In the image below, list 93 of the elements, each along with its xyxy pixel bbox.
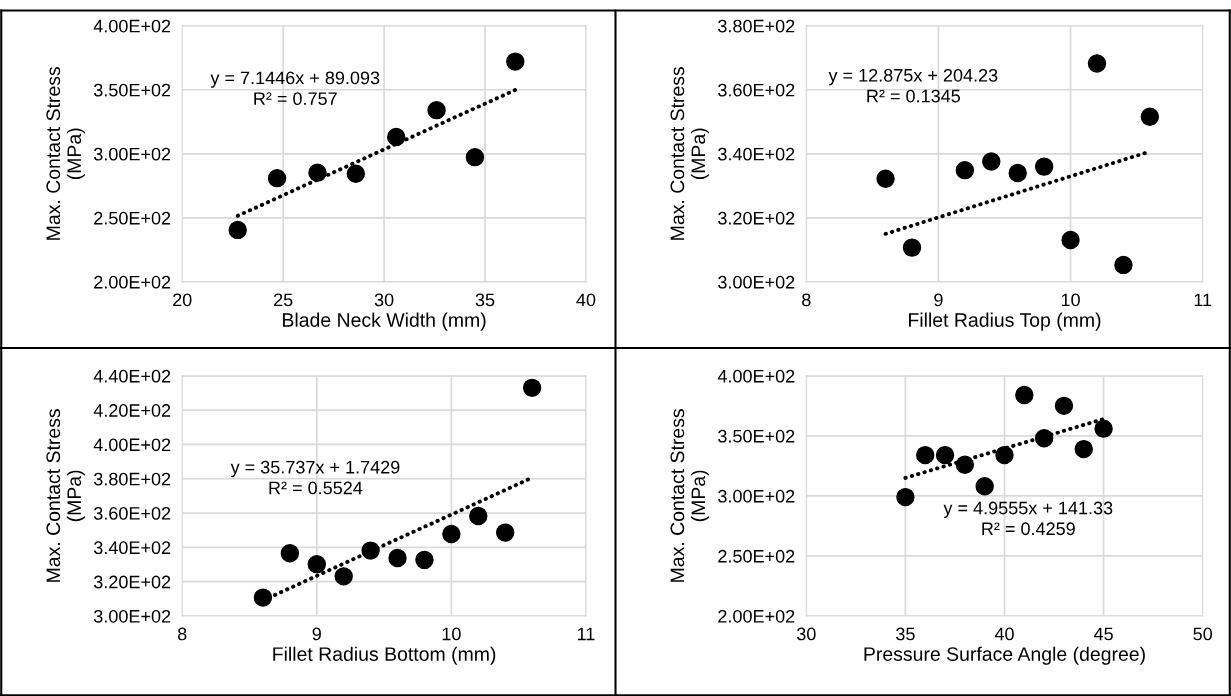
y-tick-label: 4.20E+02 — [93, 404, 171, 417]
x-axis-title: Fillet Radius Bottom (mm) — [273, 646, 496, 665]
point — [1008, 163, 1027, 183]
y-tick-label: 2.00E+02 — [94, 275, 171, 289]
y-tick-label: 4.40E+02 — [93, 369, 171, 383]
point — [876, 169, 895, 188]
x-tick-label: 11 — [1194, 293, 1212, 307]
y-tick-label: 4.00E+02 — [93, 438, 171, 452]
point — [995, 445, 1014, 465]
y-axis-title: Max. Contact Stress (MPa) — [46, 409, 85, 582]
x-tick-label: 35 — [475, 293, 495, 307]
y-tick-label: 3.80E+02 — [93, 472, 171, 486]
x-tick-label: 50 — [1193, 627, 1213, 641]
x-tick-label: 11 — [577, 627, 595, 641]
y-tick-label: 3.20E+02 — [93, 575, 171, 589]
point — [307, 554, 326, 574]
point — [982, 152, 1001, 171]
x-tick-label: 30 — [796, 627, 816, 641]
point — [427, 100, 446, 120]
point — [1087, 54, 1107, 73]
point — [1015, 385, 1034, 405]
y-tick-label: 3.00E+02 — [718, 489, 795, 503]
x-tick-label: 20 — [173, 293, 192, 307]
y-axis-title: Max. Contact Stress (MPa) — [46, 66, 85, 240]
x-tick-label: 40 — [994, 627, 1014, 641]
point — [1074, 439, 1093, 459]
point — [334, 567, 353, 586]
point — [522, 378, 542, 398]
point — [280, 543, 300, 563]
y-tick-label: 3.40E+02 — [718, 147, 795, 161]
y-tick-label: 3.00E+02 — [93, 609, 171, 623]
point — [496, 523, 515, 542]
x-axis-title: Blade Neck Width (mm) — [283, 312, 486, 331]
y-tick-label: 3.80E+02 — [718, 19, 795, 33]
point — [442, 524, 461, 544]
point — [361, 541, 380, 560]
y-tick-label: 3.60E+02 — [718, 83, 795, 97]
point — [253, 588, 273, 607]
x-tick-label: 9 — [312, 627, 321, 641]
point — [955, 160, 975, 180]
y-axis-title: Max. Contact Stress (MPa) — [670, 409, 710, 582]
annotation: y = 7.1446x + 89.093 R² = 0.757 — [210, 71, 380, 106]
y-tick-label: 2.50E+02 — [94, 211, 171, 225]
point — [386, 127, 406, 147]
y-tick-label: 3.00E+02 — [93, 147, 171, 161]
x-tick-label: 10 — [442, 627, 461, 641]
y-tick-label: 4.00E+02 — [93, 19, 171, 33]
point — [916, 445, 935, 465]
point — [469, 506, 488, 526]
y-axis-title: Max. Contact Stress (MPa) — [670, 66, 710, 240]
x-tick-label: 10 — [1061, 293, 1080, 307]
annotation: y = 12.875x + 204.23 R² = 0.1345 — [828, 68, 998, 103]
y-tick-label: 3.50E+02 — [718, 429, 795, 443]
y-tick-label: 4.00E+02 — [717, 369, 795, 383]
annotation: y = 4.9555x + 141.33 R² = 0.4259 — [943, 501, 1113, 536]
point — [228, 220, 247, 240]
point — [465, 147, 485, 167]
point — [902, 238, 922, 257]
y-tick-label: 3.60E+02 — [93, 506, 171, 520]
point — [955, 455, 975, 474]
point — [975, 477, 994, 496]
point — [267, 168, 287, 188]
point — [1034, 157, 1054, 176]
x-tick-label: 40 — [576, 293, 596, 307]
y-tick-label: 3.00E+02 — [718, 275, 795, 289]
y-tick-label: 2.00E+02 — [718, 609, 795, 623]
x-tick-label: 8 — [177, 627, 187, 641]
point — [896, 487, 915, 507]
x-axis-title: Fillet Radius Top (mm) — [909, 312, 1101, 331]
y-tick-label: 3.50E+02 — [93, 83, 171, 97]
annotation: y = 35.737x + 1.7429 R² = 0.5524 — [230, 460, 400, 495]
point — [1094, 419, 1113, 438]
x-tick-label: 35 — [896, 627, 915, 641]
point — [935, 445, 955, 465]
y-tick-label: 3.40E+02 — [93, 541, 171, 555]
x-axis-title: Pressure Surface Angle (degree) — [864, 646, 1145, 665]
x-tick-label: 8 — [802, 293, 811, 307]
point — [388, 548, 407, 568]
y-tick-label: 2.50E+02 — [718, 549, 795, 563]
y-tick-label: 3.20E+02 — [718, 211, 795, 225]
point — [1140, 107, 1160, 126]
x-tick-label: 9 — [934, 293, 943, 307]
x-tick-label: 25 — [274, 293, 293, 307]
point — [1061, 230, 1080, 250]
point — [1114, 255, 1133, 275]
point — [415, 550, 434, 570]
point — [308, 163, 327, 182]
point — [506, 52, 525, 71]
point — [1054, 396, 1074, 416]
point — [346, 164, 366, 183]
point — [1034, 429, 1054, 448]
x-tick-label: 45 — [1093, 627, 1113, 641]
x-tick-label: 30 — [374, 293, 394, 307]
